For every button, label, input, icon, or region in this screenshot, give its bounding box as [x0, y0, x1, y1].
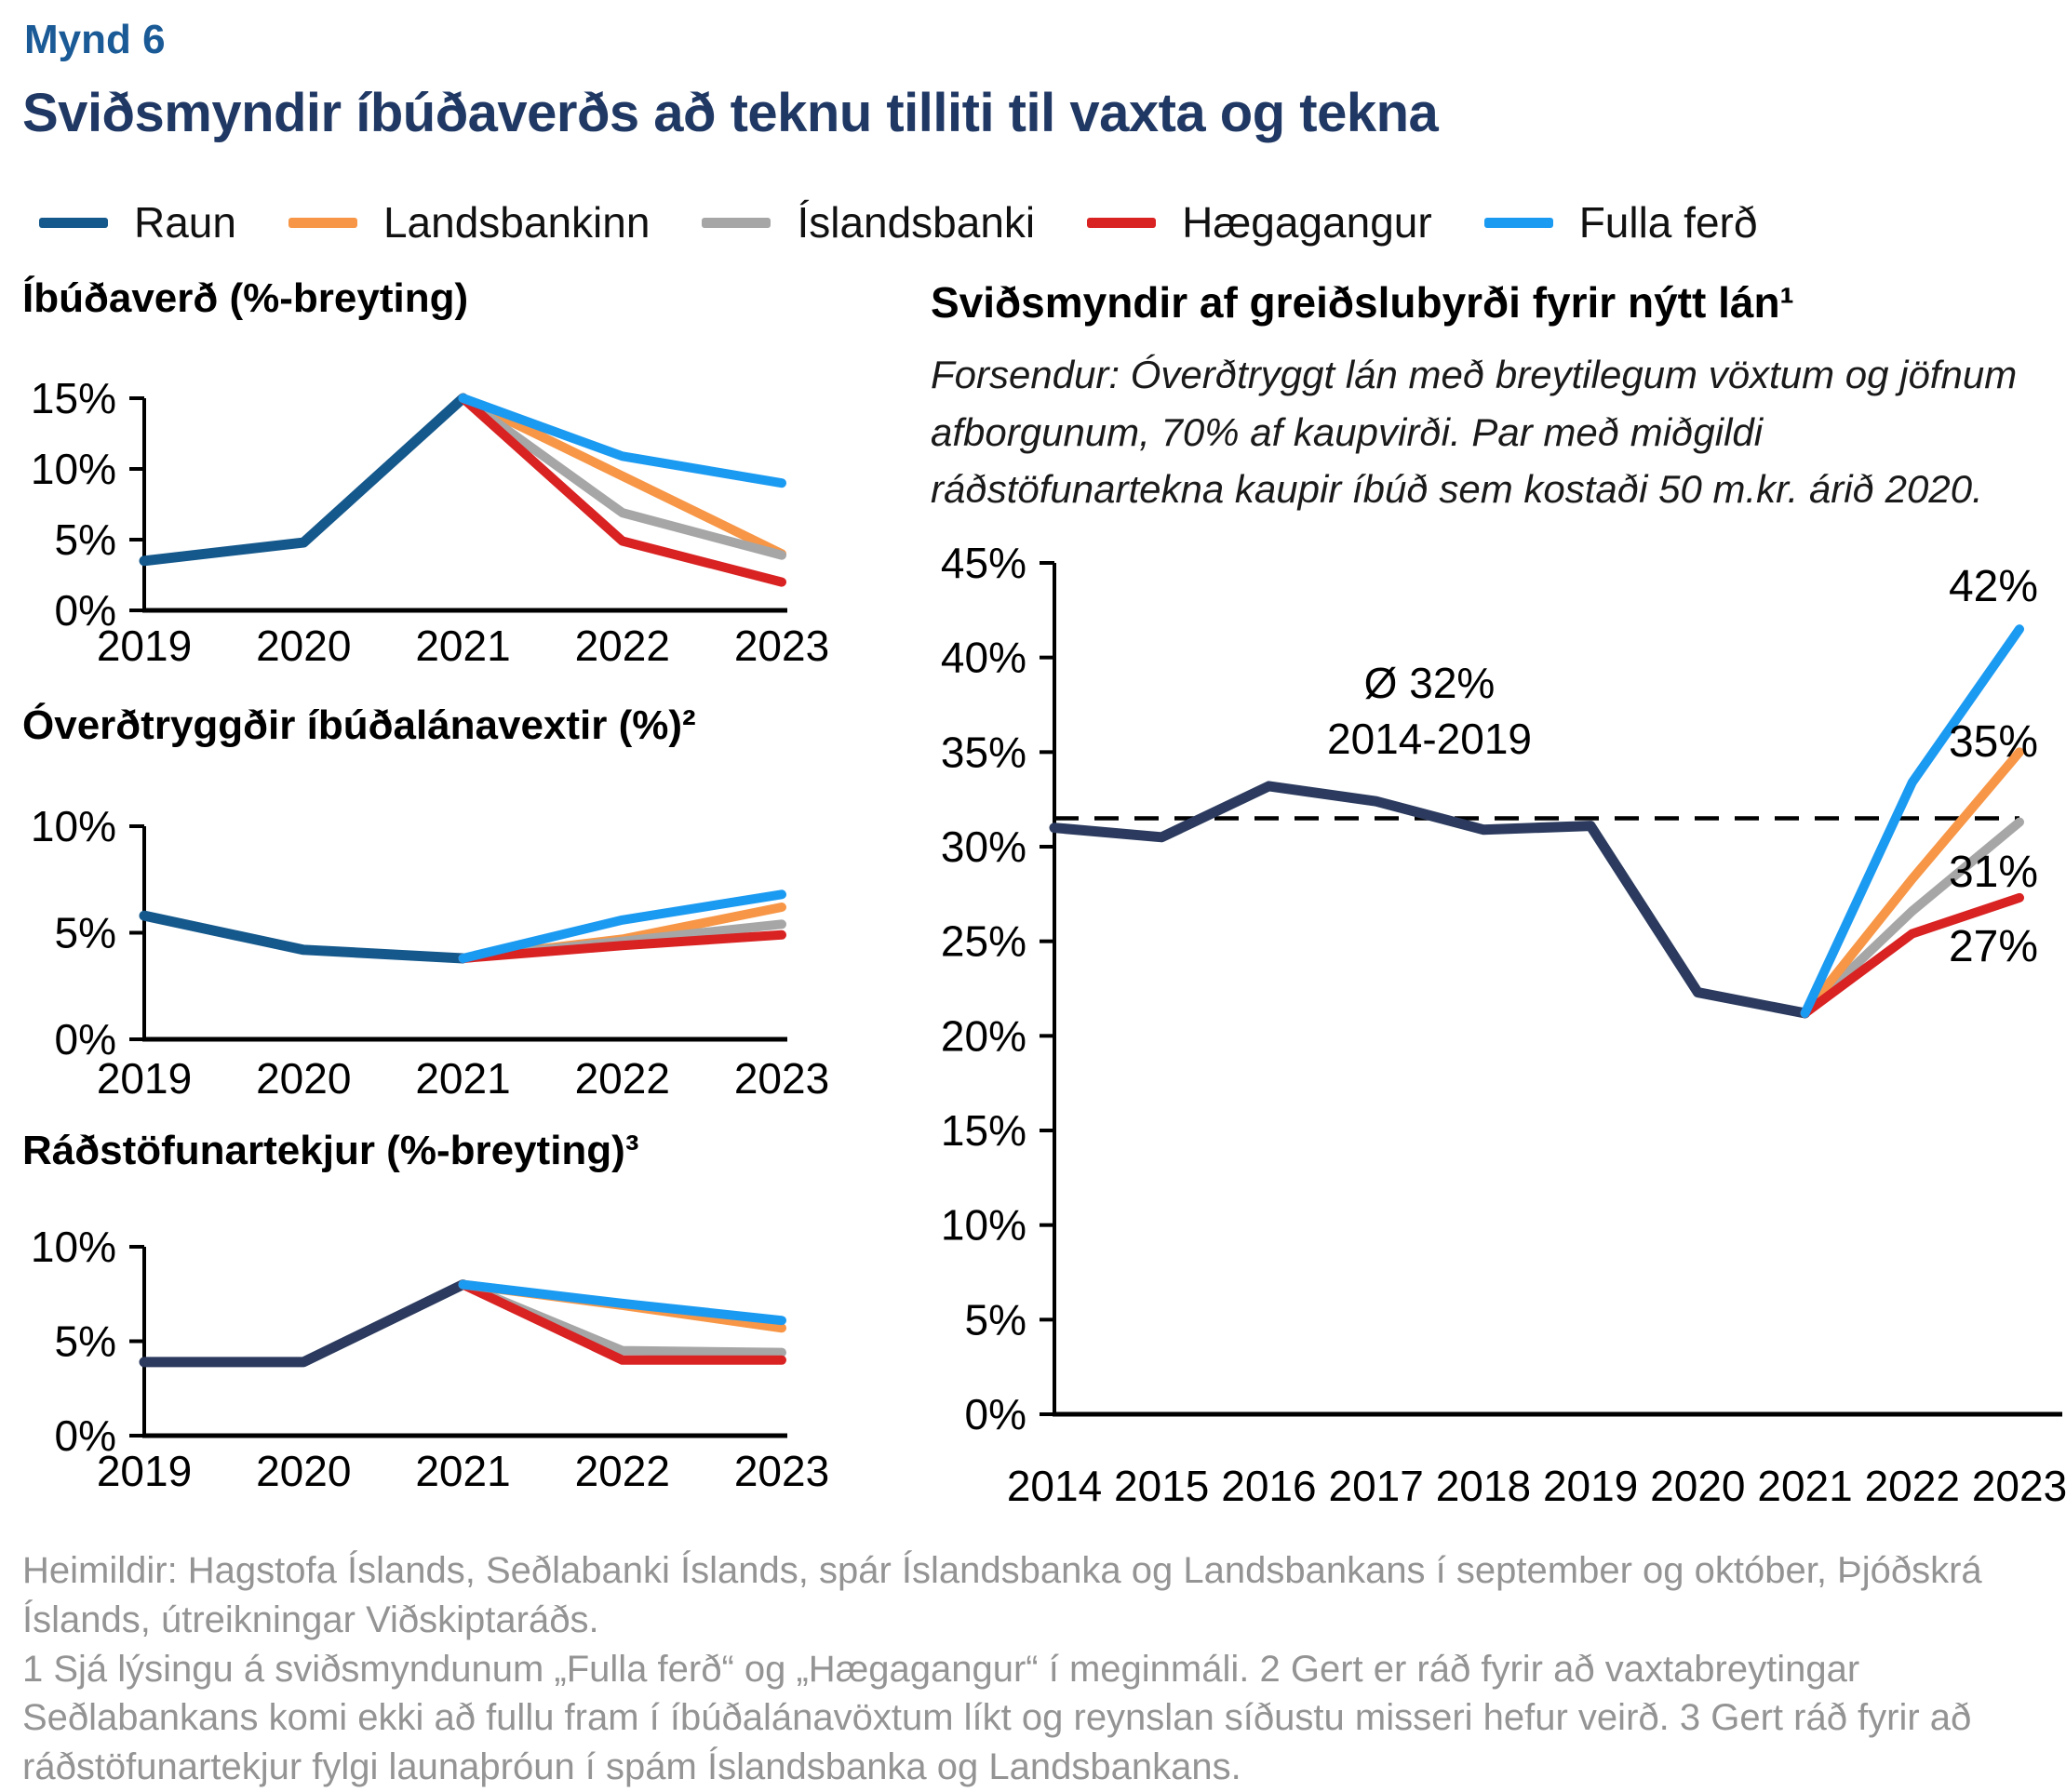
legend-label-islandsbanki: Íslandsbanki	[797, 198, 1036, 247]
legend-line-swatch-raun	[39, 217, 108, 228]
footnotes: Heimildir: Hagstofa Íslands, Seðlabanki …	[22, 1546, 2042, 1792]
y-tick-label: 15%	[31, 374, 116, 422]
legend-label-landsbankinn: Landsbankinn	[382, 198, 651, 247]
y-tick-label: 15%	[941, 1106, 1026, 1155]
y-tick-label: 45%	[941, 539, 1026, 587]
legend-line-swatch-haegagangur	[1087, 217, 1157, 228]
y-tick-label: 10%	[31, 802, 116, 850]
x-tick-label: 2021	[415, 622, 510, 670]
series-line-Hægagangur	[458, 394, 786, 587]
y-tick-label: 20%	[941, 1011, 1026, 1060]
legend-label-fulla-ferd: Fulla ferð	[1578, 198, 1758, 247]
figure-label: Mynd 6	[24, 17, 166, 62]
chart-title-vextir: Óverðtryggðir íbúðalánavextir (%)²	[22, 702, 696, 748]
x-tick-label: 2018	[1436, 1462, 1531, 1510]
end-label-Fulla ferð: 42%	[1949, 562, 2038, 611]
x-tick-label: 2022	[575, 1054, 670, 1103]
y-tick-label: 5%	[55, 909, 116, 957]
x-tick-label: 2019	[97, 1447, 192, 1495]
chart-subtitle-greidslubyrdi: Forsendur: Óverðtryggt lán með breytileg…	[931, 353, 2018, 512]
legend-line-swatch-islandsbanki	[702, 217, 771, 228]
series-line-Landsbankinn	[1800, 747, 2024, 1018]
legend-line-swatch-landsbankinn	[288, 217, 357, 228]
series-line-Hægagangur	[1800, 892, 2024, 1018]
sources-text: Heimildir: Hagstofa Íslands, Seðlabanki …	[22, 1550, 1982, 1640]
x-tick-label: 2016	[1221, 1462, 1316, 1510]
y-tick-label: 40%	[941, 634, 1026, 682]
notes-text: 1 Sjá lýsingu á sviðsmyndunum „Fulla fer…	[22, 1648, 1972, 1788]
x-tick-label: 2020	[256, 1447, 351, 1495]
x-tick-label: 2021	[415, 1447, 510, 1495]
page-title: Sviðsmyndir íbúðaverðs að teknu tilliti …	[22, 83, 1439, 143]
x-tick-label: 2022	[575, 622, 670, 670]
x-tick-label: 2022	[575, 1447, 670, 1495]
end-label-Íslandsbanki: 31%	[1949, 848, 2038, 897]
x-tick-label: 2020	[256, 1054, 351, 1103]
chart-greidslubyrdi: 45% 40% 35% 30% 25% 20% 15% 10% 5% 0% 2014 2015 2016…	[941, 539, 2066, 1510]
x-tick-label: 2021	[415, 1054, 510, 1103]
end-label-Landsbankinn: 35%	[1949, 717, 2038, 767]
x-tick-label: 2023	[734, 622, 829, 670]
y-tick-label: 35%	[941, 728, 1026, 776]
series-line-Raun	[139, 1279, 468, 1368]
x-tick-label: 2022	[1865, 1462, 1960, 1510]
y-tick-label: 0%	[55, 1411, 116, 1460]
y-tick-label: 5%	[55, 1317, 116, 1366]
x-tick-label: 2020	[1650, 1462, 1745, 1510]
legend-item-landsbankinn: Landsbankinn	[288, 197, 650, 247]
y-tick-label: 0%	[55, 1015, 116, 1063]
x-tick-label: 2019	[97, 622, 192, 670]
x-tick-label: 2017	[1328, 1462, 1423, 1510]
chart-vextir: 10% 5% 0%2019 2020 2021 2022 2023	[31, 802, 829, 1103]
average-annotation: 2014-2019	[1327, 715, 1532, 763]
x-tick-label: 2019	[97, 1054, 192, 1103]
y-tick-label: 0%	[55, 586, 116, 635]
chart-tekjur: 10% 5% 0%2019 2020 2021 2022 2023	[31, 1223, 829, 1495]
y-tick-label: 0%	[965, 1390, 1026, 1438]
legend-item-fulla-ferd: Fulla ferð	[1483, 197, 1758, 247]
legend-label-haegagangur: Hægagangur	[1182, 198, 1432, 247]
series-line-Fulla ferð	[458, 889, 786, 963]
x-tick-label: 2023	[1972, 1462, 2066, 1510]
series-line-Landsbankinn	[458, 394, 786, 559]
series-line-Fulla ferð	[1800, 624, 2024, 1018]
x-tick-label: 2020	[256, 622, 351, 670]
legend-line-swatch-fulla-ferd	[1483, 217, 1553, 228]
x-tick-label: 2021	[1757, 1462, 1852, 1510]
legend-item-raun: Raun	[39, 197, 236, 247]
legend: Raun Landsbankinn Íslandsbanki Hægagangu…	[39, 197, 1757, 247]
series-line-Raun	[139, 910, 468, 964]
x-tick-label: 2019	[1543, 1462, 1638, 1510]
y-tick-label: 5%	[965, 1295, 1026, 1344]
legend-item-islandsbanki: Íslandsbanki	[702, 197, 1035, 247]
chart-ibudaverd: 15% 10% 5% 0%2019 2020 2021 2022 2023	[31, 374, 829, 670]
x-tick-label: 2014	[1007, 1462, 1102, 1510]
x-tick-label: 2023	[734, 1447, 829, 1495]
series-line-Hægagangur	[458, 929, 786, 963]
series-line-Raun	[139, 393, 468, 567]
chart-title-ibudaverd: Íbúðaverð (%-breyting)	[22, 275, 469, 321]
average-annotation: Ø 32%	[1364, 659, 1496, 707]
x-tick-label: 2015	[1114, 1462, 1209, 1510]
chart-title-tekjur: Ráðstöfunartekjur (%-breyting)³	[22, 1128, 639, 1173]
legend-label-raun: Raun	[134, 198, 236, 247]
chart-title-greidslubyrdi: Sviðsmyndir af greiðslubyrði fyrir nýtt …	[931, 278, 1794, 327]
y-tick-label: 10%	[941, 1201, 1026, 1250]
y-tick-label: 10%	[31, 445, 116, 493]
series-line-Fulla ferð	[458, 394, 786, 488]
series-line-Raun	[1049, 781, 1811, 1019]
series-line-Íslandsbanki	[458, 394, 786, 560]
end-label-Hægagangur: 27%	[1949, 922, 2038, 971]
series-line-Fulla ferð	[458, 1279, 786, 1326]
y-tick-label: 30%	[941, 822, 1026, 871]
x-tick-label: 2023	[734, 1054, 829, 1103]
y-tick-label: 25%	[941, 917, 1026, 966]
legend-item-haegagangur: Hægagangur	[1087, 197, 1432, 247]
y-tick-label: 10%	[31, 1223, 116, 1271]
series-line-Íslandsbanki	[1800, 817, 2024, 1018]
series-line-Hægagangur	[458, 1279, 786, 1365]
y-tick-label: 5%	[55, 515, 116, 564]
